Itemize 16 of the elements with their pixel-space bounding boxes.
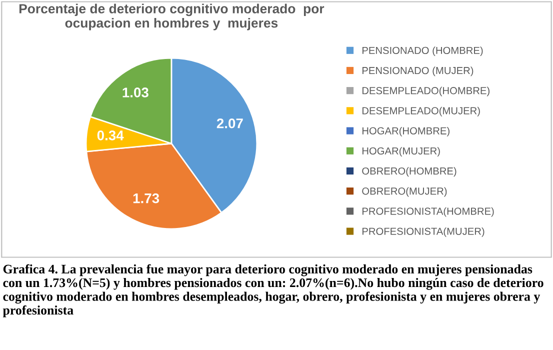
data-label: 0.34 — [97, 130, 124, 140]
legend-label: HOGAR(HOMBRE) — [362, 126, 450, 136]
text: Grafica 4. La prevalencia fue mayor para deterioro cognitivo moderado en mujeres pensionadas con un 1.73%(N=5) y hombres pensionados con un: 2.07%(n=6).No hubo ningún caso de deterioro cognitivo moderado en hombres desempleados, hogar, obrero, profesionista y en mujeres obrera y profesionista — [2, 264, 544, 318]
legend-label: DESEMPLEADO(HOMBRE) — [362, 86, 490, 96]
data-label: 1.73 — [133, 193, 160, 204]
legend-label: OBRERO(MUJER) — [362, 187, 447, 197]
legend-label: PENSIONADO (MUJER) — [362, 66, 474, 76]
legend-label: PENSIONADO (HOMBRE) — [362, 46, 483, 56]
legend-label: PROFESIONISTA(MUJER) — [362, 227, 484, 237]
legend-label: PROFESIONISTA(HOMBRE) — [362, 207, 494, 217]
legend-label: HOGAR(MUJER) — [362, 147, 440, 157]
legend-label: OBRERO(HOMBRE) — [362, 167, 456, 177]
chart-title: Porcentaje de deterioro cognitivo moderado por ocupacion en hombres y mujeres — [19, 4, 324, 30]
legend-label: DESEMPLEADO(MUJER) — [362, 106, 480, 116]
data-label: 1.03 — [122, 88, 148, 98]
data-label: 2.07 — [216, 118, 243, 128]
